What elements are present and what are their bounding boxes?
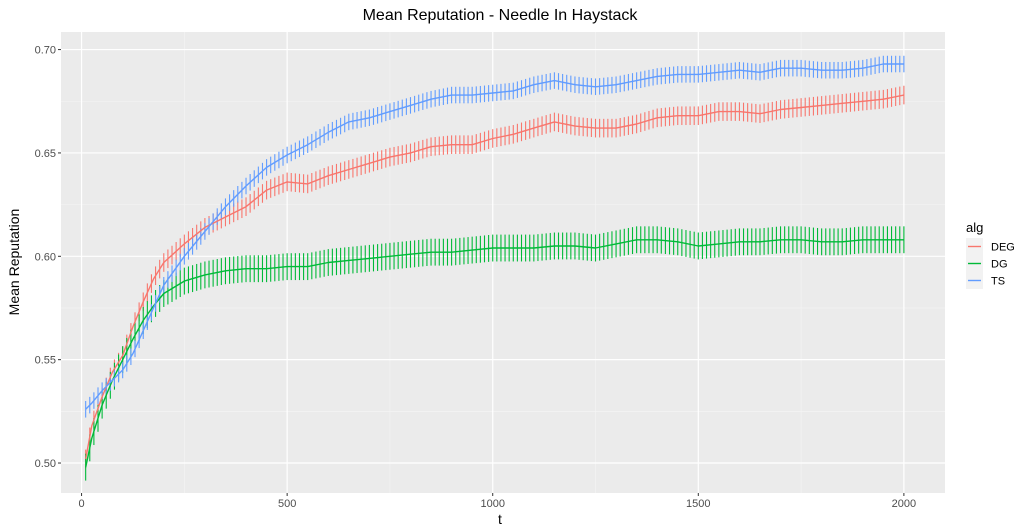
ts-series-line xyxy=(85,63,904,410)
x-axis-ticks: 0 500 1000 1500 2000 xyxy=(78,493,916,510)
x-tick-label: 2000 xyxy=(892,498,916,510)
y-axis-title: Mean Reputation xyxy=(6,209,22,316)
plot-panel xyxy=(61,32,945,493)
y-tick-label: 0.50 xyxy=(35,458,56,470)
y-axis-ticks: 0.50 0.55 0.60 0.65 0.70 xyxy=(35,45,61,470)
chart-title: Mean Reputation - Needle In Haystack xyxy=(363,7,639,24)
y-tick-label: 0.60 xyxy=(35,251,56,263)
deg-series-line xyxy=(85,94,905,460)
series-lines xyxy=(85,63,905,468)
x-tick-label: 1500 xyxy=(686,498,710,510)
y-tick-label: 0.55 xyxy=(35,355,56,367)
y-tick-label: 0.70 xyxy=(35,45,56,57)
x-tick-label: 0 xyxy=(78,498,84,510)
y-tick-label: 0.65 xyxy=(35,148,56,160)
legend-label-deg: DEG xyxy=(991,242,1015,254)
legend-title: alg xyxy=(966,220,983,235)
legend: alg DEG DG TS xyxy=(966,220,1015,289)
legend-label-dg: DG xyxy=(991,259,1008,271)
minor-gridlines xyxy=(61,32,945,493)
x-tick-label: 1000 xyxy=(480,498,504,510)
major-gridlines xyxy=(61,32,945,493)
legend-label-ts: TS xyxy=(991,276,1005,288)
x-tick-label: 500 xyxy=(278,498,296,510)
x-axis-title: t xyxy=(498,511,502,527)
